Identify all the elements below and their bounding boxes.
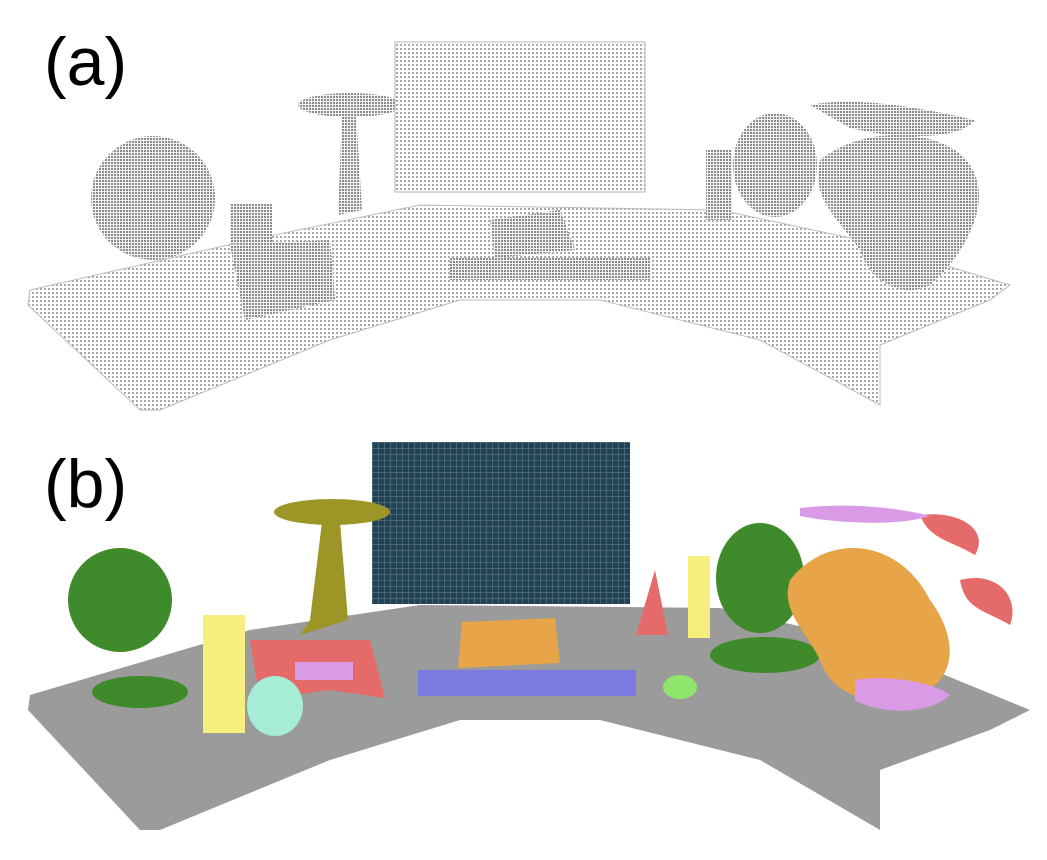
cup-left xyxy=(230,204,272,244)
red-leaves xyxy=(920,514,979,555)
panel-b-segmented-point-cloud: (b) xyxy=(0,430,1047,860)
cylinder-left xyxy=(203,615,245,733)
mint-object xyxy=(247,676,303,736)
box-center xyxy=(490,210,575,258)
globe-right xyxy=(733,113,817,217)
globe-left xyxy=(68,548,172,652)
orange-box xyxy=(458,618,560,668)
leaves-top xyxy=(810,101,975,137)
keyboard xyxy=(450,258,650,280)
lamp-top xyxy=(298,93,402,117)
monitor xyxy=(394,41,646,193)
plant xyxy=(818,134,979,291)
segmented-point-cloud-image xyxy=(28,442,1030,830)
lamp-stem xyxy=(338,112,362,215)
desk-clutter xyxy=(230,240,335,320)
globe-left xyxy=(91,136,215,260)
cylinder-right xyxy=(688,556,710,638)
keyboard xyxy=(418,670,636,696)
red-cone xyxy=(636,570,668,635)
globe-right-base xyxy=(710,637,820,673)
lamp-top xyxy=(274,499,390,525)
red-leaves-2 xyxy=(960,578,1013,625)
cylinder-right xyxy=(706,150,732,220)
lamp-stem xyxy=(300,522,348,635)
panel-b-label: (b) xyxy=(44,446,128,522)
raw-point-cloud-image xyxy=(27,41,1012,411)
globe-right xyxy=(716,523,804,633)
orange-plant xyxy=(787,547,950,701)
violet-leaves xyxy=(800,505,930,523)
lime-object xyxy=(663,675,697,699)
violet-object xyxy=(295,662,353,680)
panel-a-label: (a) xyxy=(44,24,128,100)
globe-left-base xyxy=(92,676,188,708)
panel-a-raw-point-cloud: (a) xyxy=(27,24,1012,411)
violet-base xyxy=(855,678,950,711)
